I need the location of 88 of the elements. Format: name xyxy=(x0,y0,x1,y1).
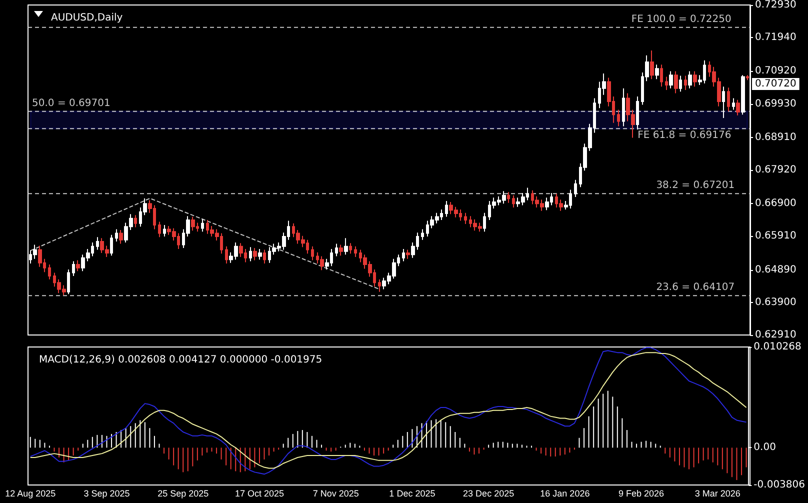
candlestick xyxy=(722,86,725,118)
y-tick-label: 0.65910 xyxy=(755,230,796,242)
candlestick xyxy=(684,75,687,90)
candlestick xyxy=(311,246,314,261)
candlestick xyxy=(727,87,730,112)
candlestick xyxy=(263,249,266,264)
candlestick xyxy=(48,264,51,280)
candlestick xyxy=(354,246,357,258)
x-tick-label: 16 Jan 2026 xyxy=(540,488,590,498)
candlestick xyxy=(655,64,659,80)
y-tick-label: 0.00 xyxy=(754,442,776,454)
x-tick-label: 17 Oct 2025 xyxy=(234,488,284,498)
candlestick xyxy=(320,256,324,271)
ref-line-label: FE 100.0 = 0.72250 xyxy=(631,14,732,25)
x-tick-label: 3 Sep 2025 xyxy=(84,488,130,498)
candlestick xyxy=(406,249,410,260)
y-tick-label: 0.010268 xyxy=(754,342,802,352)
candlestick xyxy=(158,221,161,238)
candlestick xyxy=(669,70,673,89)
candlestick xyxy=(163,224,166,238)
candlestick xyxy=(665,76,668,90)
candlestick xyxy=(650,50,654,80)
candlestick xyxy=(225,246,228,264)
candlestick xyxy=(134,214,137,228)
ref-line-label: 50.0 = 0.69701 xyxy=(32,98,110,109)
ref-line-label: FE 61.8 = 0.69176 xyxy=(638,130,732,142)
text: MACD(12,26,9) 0.002608 0.004127 0.000000 -0.001975 xyxy=(39,354,322,366)
candlestick xyxy=(622,88,625,127)
x-tick-label: 12 Aug 2025 xyxy=(5,488,56,498)
text: 0.70720 xyxy=(755,78,796,90)
candlestick xyxy=(421,228,424,240)
candlestick xyxy=(115,228,118,242)
candlestick xyxy=(402,248,405,262)
candlestick xyxy=(512,194,515,208)
candlestick xyxy=(693,70,697,88)
x-tick-label: 7 Nov 2025 xyxy=(312,488,359,498)
candlestick xyxy=(464,212,467,225)
ref-line-label: 38.2 = 0.67201 xyxy=(656,180,735,192)
candlestick xyxy=(33,244,37,260)
x-tick-label: 1 Dec 2025 xyxy=(389,488,436,498)
ref-line-label: 23.6 = 0.64107 xyxy=(656,282,735,294)
y-tick-label: 0.63900 xyxy=(755,296,796,308)
x-tick-label: 3 Mar 2026 xyxy=(694,488,740,498)
candlestick xyxy=(76,260,80,272)
y-tick-label: 0.71940 xyxy=(755,32,796,44)
candlestick xyxy=(445,200,448,218)
candlestick xyxy=(660,64,663,88)
candlestick xyxy=(191,216,195,232)
candlestick xyxy=(574,179,577,198)
candlestick xyxy=(253,248,257,261)
candlestick xyxy=(67,268,70,295)
candlestick xyxy=(258,248,262,260)
y-tick-label: 0.72930 xyxy=(755,0,796,10)
candlestick xyxy=(349,242,352,254)
candlestick xyxy=(96,236,99,250)
y-tick-label: 0.66900 xyxy=(755,198,796,210)
y-tick-label: 0.68910 xyxy=(755,132,796,143)
y-tick-label: 0.64890 xyxy=(755,264,796,276)
x-tick-label: 9 Feb 2026 xyxy=(618,488,664,498)
candlestick xyxy=(110,234,113,256)
y-tick-label: 0.69930 xyxy=(755,98,796,110)
candlestick xyxy=(344,238,348,256)
y-tick-label: 0.70920 xyxy=(755,66,796,77)
candlestick xyxy=(507,192,510,204)
candlestick xyxy=(617,109,620,127)
candlestick xyxy=(335,243,338,257)
y-tick-label: -0.003806 xyxy=(754,480,806,490)
candlestick xyxy=(746,74,749,81)
x-tick-label: 23 Dec 2025 xyxy=(463,488,514,498)
candlestick xyxy=(732,98,735,110)
candlestick xyxy=(736,99,740,116)
candlestick xyxy=(72,260,75,277)
candlestick xyxy=(249,246,252,262)
candlestick xyxy=(201,218,204,232)
candlestick xyxy=(378,278,381,292)
candlestick xyxy=(674,70,678,94)
y-tick-label: 0.67920 xyxy=(755,164,796,176)
candlestick xyxy=(483,212,486,232)
x-tick-label: 25 Sep 2025 xyxy=(158,488,209,498)
text: AUDUSD,Daily xyxy=(51,12,123,24)
candlestick xyxy=(679,75,682,92)
candlestick xyxy=(688,70,692,89)
candlestick xyxy=(636,96,639,130)
candlestick xyxy=(741,74,745,116)
y-tick-label: 0.62910 xyxy=(755,330,796,340)
candlestick xyxy=(119,229,123,244)
candlestick xyxy=(545,197,549,211)
candlestick xyxy=(339,244,343,256)
